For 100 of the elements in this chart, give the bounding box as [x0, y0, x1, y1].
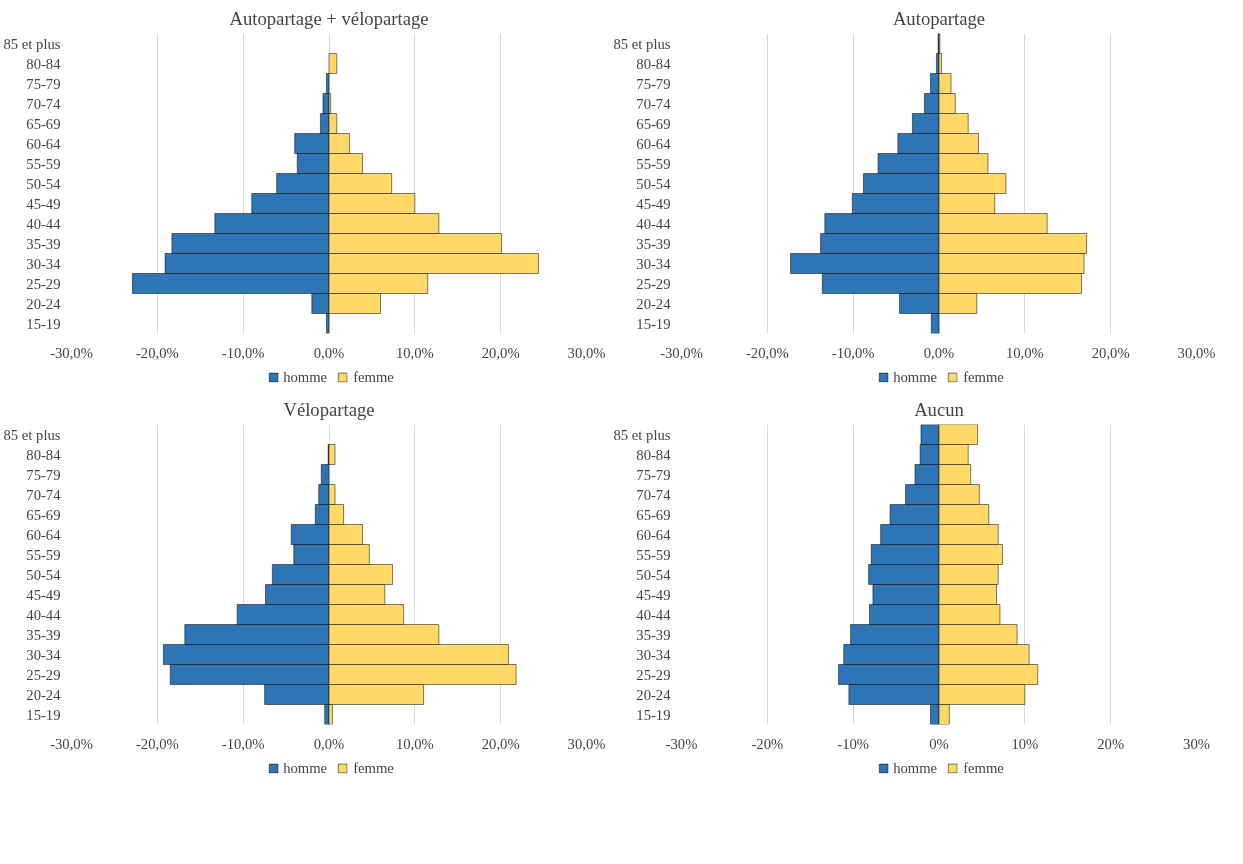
y-tick-label: 50-54 — [26, 175, 62, 192]
y-tick-label: 80-84 — [636, 446, 672, 463]
x-tick-label: 30,0% — [567, 344, 606, 361]
y-tick-label: 80-84 — [26, 446, 62, 463]
y-tick-label: 40-44 — [636, 215, 672, 232]
y-tick-label: 45-49 — [26, 586, 61, 603]
y-tick-label: 15-19 — [636, 315, 671, 332]
y-tick-label: 70-74 — [26, 486, 62, 503]
chart-title: Autopartage + vélopartage — [229, 7, 429, 29]
y-tick-label: 80-84 — [26, 55, 62, 72]
y-tick-label: 85 et plus — [613, 426, 671, 443]
y-tick-label: 85 et plus — [3, 426, 61, 443]
y-tick-label: 25-29 — [636, 275, 671, 292]
y-tick-label: 20-24 — [26, 686, 62, 703]
x-tick-label: 20,0% — [481, 735, 520, 752]
y-tick-label: 45-49 — [26, 195, 61, 212]
y-tick-label: 20-24 — [636, 686, 672, 703]
x-tick-label: 20,0% — [481, 344, 520, 361]
y-tick-label: 30-34 — [636, 255, 672, 272]
x-tick-label: 10% — [1011, 735, 1039, 752]
y-tick-label: 30-34 — [26, 646, 62, 663]
chart-title: Aucun — [914, 398, 965, 420]
y-tick-label: 60-64 — [636, 526, 672, 543]
y-tick-label: 25-29 — [636, 666, 671, 683]
x-tick-label: 20,0% — [1091, 344, 1130, 361]
y-tick-label: 60-64 — [636, 135, 672, 152]
y-tick-label: 65-69 — [636, 115, 671, 132]
x-tick-label: -30% — [665, 735, 698, 752]
y-tick-label: 65-69 — [26, 506, 61, 523]
x-tick-label: -20% — [751, 735, 784, 752]
y-tick-label: 70-74 — [636, 95, 672, 112]
x-tick-label: 0,0% — [923, 344, 955, 361]
x-tick-label: 10,0% — [1005, 344, 1044, 361]
x-tick-label: 10,0% — [395, 735, 434, 752]
y-tick-label: 60-64 — [26, 526, 62, 543]
y-tick-label: 40-44 — [26, 606, 62, 623]
y-tick-label: 85 et plus — [3, 35, 61, 52]
y-tick-label: 55-59 — [636, 546, 671, 563]
y-tick-label: 20-24 — [636, 295, 672, 312]
y-tick-label: 25-29 — [26, 275, 61, 292]
legend-label: femme — [963, 368, 1004, 386]
x-tick-label: -30,0% — [50, 344, 93, 361]
y-tick-label: 15-19 — [26, 706, 61, 723]
x-tick-label: 0,0% — [313, 735, 345, 752]
y-tick-label: 75-79 — [26, 466, 61, 483]
x-tick-label: 10,0% — [395, 344, 434, 361]
y-tick-label: 30-34 — [636, 646, 672, 663]
x-tick-label: 0% — [929, 735, 949, 752]
y-tick-label: 60-64 — [26, 135, 62, 152]
legend-label: homme — [283, 368, 328, 386]
x-tick-label: -10% — [837, 735, 870, 752]
chart-title: Vélopartage — [283, 398, 375, 420]
y-tick-label: 50-54 — [26, 566, 62, 583]
y-tick-label: 35-39 — [26, 235, 61, 252]
y-tick-label: 70-74 — [636, 486, 672, 503]
y-tick-label: 65-69 — [636, 506, 671, 523]
y-tick-label: 70-74 — [26, 95, 62, 112]
x-tick-label: -20,0% — [135, 344, 179, 361]
x-tick-label: -10,0% — [221, 735, 265, 752]
y-tick-label: 80-84 — [636, 55, 672, 72]
legend-label: homme — [893, 368, 938, 386]
x-tick-label: -20,0% — [745, 344, 789, 361]
y-tick-label: 40-44 — [26, 215, 62, 232]
y-tick-label: 45-49 — [636, 586, 671, 603]
y-tick-label: 75-79 — [636, 75, 671, 92]
x-tick-label: -30,0% — [50, 735, 93, 752]
x-tick-label: 20% — [1097, 735, 1125, 752]
y-tick-label: 25-29 — [26, 666, 61, 683]
y-tick-label: 75-79 — [636, 466, 671, 483]
y-tick-label: 55-59 — [26, 155, 61, 172]
legend-label: femme — [353, 368, 394, 386]
y-tick-label: 45-49 — [636, 195, 671, 212]
y-tick-label: 65-69 — [26, 115, 61, 132]
y-tick-label: 30-34 — [26, 255, 62, 272]
x-tick-label: -10,0% — [221, 344, 265, 361]
x-tick-label: 30,0% — [567, 735, 606, 752]
y-tick-label: 50-54 — [636, 566, 672, 583]
y-tick-label: 35-39 — [26, 626, 61, 643]
x-tick-label: -20,0% — [135, 735, 179, 752]
y-tick-label: 50-54 — [636, 175, 672, 192]
y-tick-label: 20-24 — [26, 295, 62, 312]
y-tick-label: 40-44 — [636, 606, 672, 623]
legend-label: femme — [963, 759, 1004, 777]
x-tick-label: 0,0% — [313, 344, 345, 361]
legend-label: homme — [893, 759, 938, 777]
y-tick-label: 15-19 — [26, 315, 61, 332]
y-tick-label: 55-59 — [636, 155, 671, 172]
x-tick-label: -10,0% — [831, 344, 875, 361]
y-tick-label: 15-19 — [636, 706, 671, 723]
y-tick-label: 75-79 — [26, 75, 61, 92]
x-tick-label: -30,0% — [660, 344, 703, 361]
x-tick-label: 30% — [1183, 735, 1210, 752]
chart-title: Autopartage — [892, 7, 986, 29]
legend-label: femme — [353, 759, 394, 777]
y-tick-label: 85 et plus — [613, 35, 671, 52]
x-tick-label: 30,0% — [1177, 344, 1216, 361]
legend-label: homme — [283, 759, 328, 777]
y-tick-label: 55-59 — [26, 546, 61, 563]
y-tick-label: 35-39 — [636, 235, 671, 252]
y-tick-label: 35-39 — [636, 626, 671, 643]
